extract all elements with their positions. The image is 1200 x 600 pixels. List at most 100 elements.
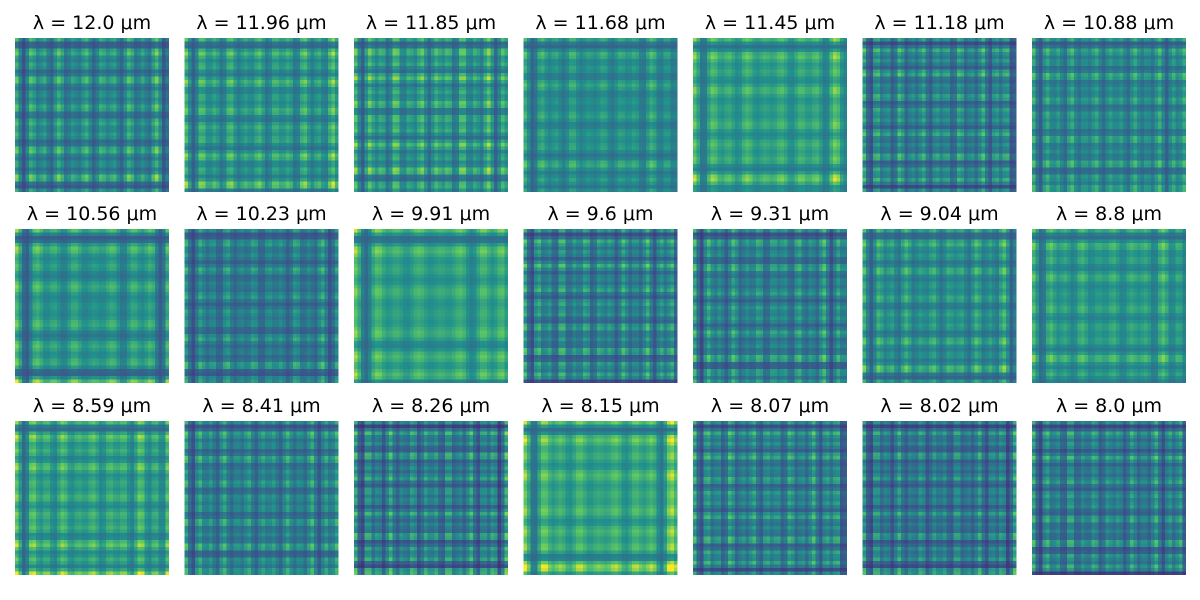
heatmap-cell	[162, 52, 166, 56]
heatmap-cell	[96, 66, 100, 70]
heatmap-cell	[138, 101, 142, 105]
heatmap-cell	[47, 80, 51, 84]
heatmap-cell	[40, 77, 44, 81]
heatmap-cell	[152, 49, 156, 53]
heatmap-cell	[141, 66, 145, 70]
heatmap-cell	[131, 49, 135, 53]
heatmap-cell	[120, 91, 124, 95]
heatmap-cell	[148, 73, 152, 77]
heatmap-cell	[71, 52, 75, 56]
heatmap-cell	[96, 63, 100, 67]
heatmap-cell	[61, 80, 65, 84]
heatmap-cell	[78, 45, 82, 49]
heatmap-cell	[85, 94, 89, 98]
heatmap-cell	[75, 98, 79, 102]
heatmap-cell	[99, 94, 103, 98]
heatmap-cell	[71, 73, 75, 77]
heatmap-cell	[22, 70, 26, 74]
heatmap-cell	[166, 98, 170, 102]
heatmap-cell	[110, 52, 114, 56]
heatmap-cell	[152, 52, 156, 56]
heatmap-cell	[110, 66, 114, 70]
heatmap-cell	[106, 38, 110, 42]
heatmap-cell	[138, 70, 142, 74]
heatmap-cell	[110, 63, 114, 67]
heatmap-cell	[113, 80, 117, 84]
heatmap-cell	[148, 66, 152, 70]
heatmap-cell	[54, 77, 58, 81]
heatmap-cell	[152, 59, 156, 63]
heatmap-cell	[141, 38, 145, 42]
heatmap-cell	[131, 56, 135, 60]
heatmap-cell	[47, 87, 51, 91]
heatmap-cell	[36, 70, 40, 74]
heatmap-cell	[43, 70, 47, 74]
heatmap-cell	[148, 45, 152, 49]
heatmap-cell	[50, 59, 54, 63]
heatmap-cell	[33, 63, 37, 67]
heatmap-cell	[155, 94, 159, 98]
heatmap-cell	[82, 73, 86, 77]
heatmap-cell	[127, 63, 131, 67]
heatmap-cell	[15, 52, 19, 56]
heatmap-cell	[124, 70, 128, 74]
heatmap-cell	[71, 84, 75, 88]
heatmap-cell	[19, 73, 23, 77]
heatmap-cell	[92, 45, 96, 49]
heatmap-cell	[82, 91, 86, 95]
heatmap-cell	[61, 73, 65, 77]
heatmap-cell	[57, 80, 61, 84]
heatmap-cell	[78, 66, 82, 70]
heatmap-cell	[43, 52, 47, 56]
heatmap-cell	[22, 91, 26, 95]
heatmap-cell	[36, 73, 40, 77]
heatmap-cell	[85, 91, 89, 95]
heatmap-cell	[85, 73, 89, 77]
heatmap-cell	[162, 38, 166, 42]
heatmap-cell	[89, 73, 93, 77]
heatmap-cell	[152, 80, 156, 84]
heatmap-cell	[78, 52, 82, 56]
heatmap-cell	[106, 80, 110, 84]
heatmap-cell	[145, 94, 149, 98]
heatmap-cell	[78, 80, 82, 84]
heatmap-cell	[82, 56, 86, 60]
heatmap-cell	[22, 84, 26, 88]
heatmap-cell	[127, 91, 131, 95]
heatmap-cell	[64, 94, 68, 98]
heatmap-cell	[131, 77, 135, 81]
heatmap-cell	[120, 63, 124, 67]
heatmap-cell	[82, 49, 86, 53]
heatmap-cell	[159, 94, 163, 98]
heatmap-cell	[89, 91, 93, 95]
heatmap-cell	[26, 66, 30, 70]
heatmap-cell	[106, 94, 110, 98]
heatmap-cell	[138, 87, 142, 91]
heatmap-cell	[82, 84, 86, 88]
heatmap-cell	[33, 94, 37, 98]
heatmap-cell	[64, 101, 68, 105]
heatmap-cell	[26, 94, 30, 98]
heatmap-cell	[15, 45, 19, 49]
heatmap-cell	[145, 52, 149, 56]
heatmap-cell	[40, 70, 44, 74]
heatmap-cell	[166, 77, 170, 81]
heatmap-cell	[64, 98, 68, 102]
heatmap-cell	[22, 52, 26, 56]
heatmap-cell	[166, 91, 170, 95]
heatmap-cell	[138, 63, 142, 67]
heatmap-cell	[99, 91, 103, 95]
heatmap-cell	[89, 38, 93, 42]
heatmap-cell	[127, 45, 131, 49]
heatmap-cell	[68, 84, 72, 88]
heatmap-cell	[127, 101, 131, 105]
heatmap-cell	[99, 38, 103, 42]
heatmap-cell	[78, 87, 82, 91]
heatmap-cell	[78, 101, 82, 105]
heatmap-cell	[19, 94, 23, 98]
heatmap-cell	[155, 38, 159, 42]
heatmap-cell	[120, 56, 124, 60]
heatmap-cell	[92, 63, 96, 67]
heatmap-cell	[71, 66, 75, 70]
heatmap-cell	[127, 52, 131, 56]
